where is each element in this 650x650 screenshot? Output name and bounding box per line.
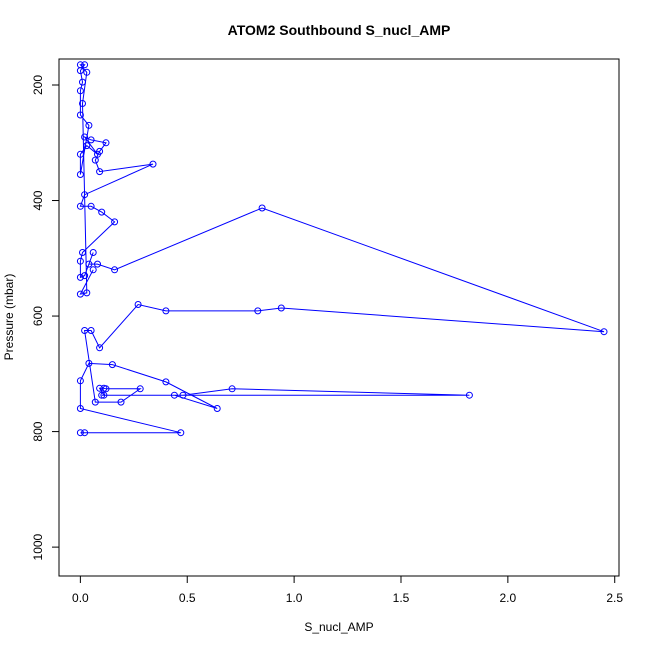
y-tick-label: 400: [31, 190, 45, 210]
data-point: [76, 111, 84, 119]
x-tick-label: 2.5: [606, 591, 623, 605]
data-point: [89, 249, 97, 256]
data-point: [258, 204, 266, 212]
data-point: [136, 385, 144, 393]
data-point: [76, 290, 84, 298]
data-point: [81, 272, 89, 280]
data-point: [177, 429, 185, 437]
data-point: [108, 361, 116, 369]
data-point: [213, 405, 221, 412]
data-point: [76, 273, 84, 281]
data-point: [76, 429, 84, 437]
series-line: [79, 64, 605, 434]
data-point: [96, 168, 104, 176]
data-point: [83, 289, 91, 297]
data-point: [85, 359, 93, 367]
data-point: [162, 378, 170, 386]
y-tick-label: 600: [31, 306, 45, 326]
data-point: [76, 257, 84, 265]
data-point: [76, 61, 84, 69]
x-tick-label: 1.0: [286, 591, 303, 605]
data-point: [98, 391, 106, 399]
data-point: [81, 429, 89, 437]
series-layer: [76, 61, 608, 437]
data-point: [228, 385, 236, 393]
data-point: [465, 391, 473, 399]
data-point: [117, 398, 125, 406]
data-point: [85, 121, 93, 129]
data-point: [79, 78, 86, 86]
data-point: [102, 139, 110, 147]
data-point: [87, 327, 95, 334]
data-point: [134, 301, 142, 308]
x-tick-label: 1.5: [393, 591, 410, 605]
data-point: [170, 391, 178, 399]
y-tick-label: 200: [31, 75, 45, 95]
data-point: [254, 307, 262, 315]
data-point: [102, 385, 110, 393]
data-point: [111, 266, 119, 274]
data-point: [76, 202, 84, 210]
data-point: [81, 191, 89, 199]
data-point: [87, 136, 95, 144]
data-point: [76, 87, 84, 95]
data-point: [76, 171, 84, 178]
data-point: [76, 150, 84, 158]
data-point: [94, 260, 101, 268]
data-point: [76, 405, 84, 412]
data-point: [81, 61, 89, 69]
data-point: [91, 398, 99, 406]
plot-area: [76, 61, 608, 437]
chart-title: ATOM2 Southbound S_nucl_AMP: [228, 22, 451, 38]
data-point: [91, 156, 99, 164]
data-point: [98, 208, 106, 216]
y-tick-label: 1000: [31, 533, 45, 560]
data-point: [79, 100, 86, 107]
data-point: [89, 266, 97, 274]
data-point: [81, 133, 89, 141]
data-point: [149, 160, 157, 168]
data-point: [100, 391, 108, 399]
y-axis: 200 400 600 800 1000: [31, 75, 60, 560]
data-point: [111, 218, 119, 226]
x-tick-label: 0.5: [179, 591, 196, 605]
data-point: [76, 377, 84, 385]
data-point: [277, 304, 285, 312]
data-point: [83, 142, 91, 150]
y-tick-label: 800: [31, 421, 45, 441]
data-point: [87, 202, 95, 210]
data-point: [83, 68, 91, 76]
x-axis: 0.0 0.5 1.0 1.5 2.0 2.5: [72, 575, 623, 605]
data-point: [96, 344, 104, 352]
data-point: [162, 307, 170, 315]
x-axis-label: S_nucl_AMP: [304, 620, 373, 634]
x-tick-label: 2.0: [500, 591, 517, 605]
data-point: [94, 150, 101, 158]
data-point: [600, 328, 608, 336]
y-axis-label: Pressure (mbar): [2, 274, 16, 361]
x-tick-label: 0.0: [72, 591, 89, 605]
data-point: [85, 260, 93, 268]
data-point: [179, 391, 187, 399]
data-point: [79, 249, 86, 256]
